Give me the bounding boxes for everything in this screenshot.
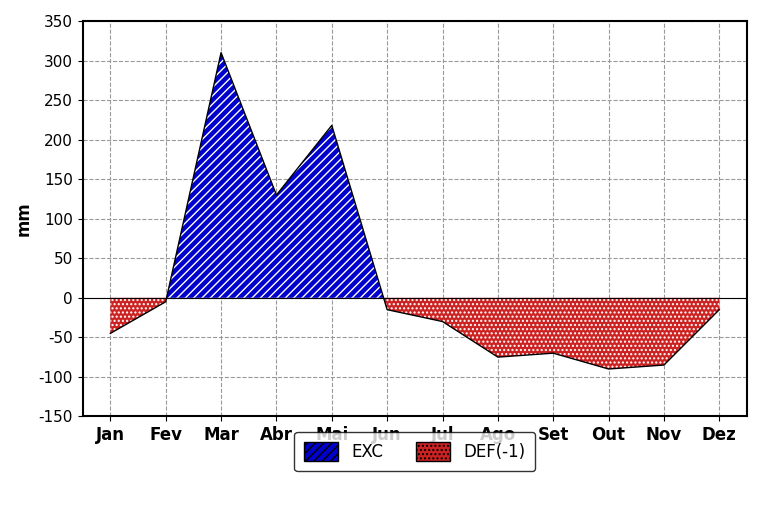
Legend: EXC, DEF(-1): EXC, DEF(-1) bbox=[294, 432, 535, 471]
Y-axis label: mm: mm bbox=[15, 202, 33, 236]
